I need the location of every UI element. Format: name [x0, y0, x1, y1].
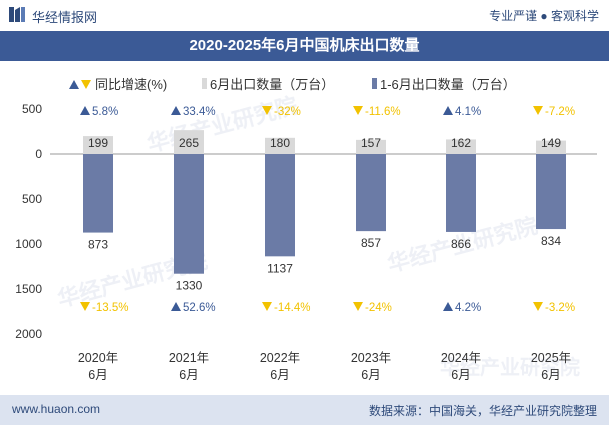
bar-june: [536, 140, 566, 154]
yoy-cumulative-label: -3.2%: [545, 302, 575, 314]
legend-june-label: 6月出口数量（万台）: [210, 77, 334, 92]
category-label-year: 2025年: [531, 351, 571, 365]
yoy-june-label: -32%: [274, 106, 301, 118]
cumulative-value-label: 1137: [267, 261, 293, 275]
category-label-month: 6月: [361, 368, 380, 382]
bar-june: [83, 136, 113, 154]
yoy-cumulative-label: 4.2%: [455, 302, 481, 314]
cumulative-value-label: 834: [541, 234, 561, 248]
bar-cumulative: [356, 154, 386, 232]
legend-yoy-label: 同比增速(%): [95, 77, 167, 92]
watermarks: 华经产业研究院 华经产业研究院 华经产业研究院 华经产业研究院: [55, 93, 580, 379]
category-label-month: 6月: [270, 368, 289, 382]
chart-title: 2020-2025年6月中国机床出口数量: [189, 37, 420, 54]
june-value-label: 180: [270, 136, 290, 150]
yoy-june-down-triangle-icon: [533, 106, 543, 115]
yoy-cumulative-up-triangle-icon: [443, 302, 453, 311]
bar-june: [265, 137, 295, 154]
yoy-cumulative-label: -24%: [365, 302, 392, 314]
legend-june-swatch: [202, 78, 207, 89]
legend-down-triangle-icon: [81, 80, 91, 89]
brand-name: 华经情报网: [32, 10, 98, 25]
yoy-june-label: -7.2%: [545, 106, 575, 118]
bar-cumulative: [536, 154, 566, 230]
category-label-year: 2023年: [351, 351, 391, 365]
bar-june: [356, 139, 386, 154]
bar-cumulative: [83, 154, 113, 233]
yoy-june-label: 33.4%: [183, 106, 216, 118]
top-bar: 华经情报网 专业严谨 ● 客观科学: [0, 0, 609, 30]
legend-up-triangle-icon: [69, 80, 79, 89]
chart-area: 同比增速(%) 6月出口数量（万台） 1-6月出口数量（万台） 华经产业研究院 …: [15, 77, 597, 382]
june-value-label: 199: [88, 136, 108, 150]
category-label-month: 6月: [451, 368, 470, 382]
yoy-cumulative-down-triangle-icon: [80, 302, 90, 311]
category-label-year: 2022年: [260, 351, 300, 365]
june-value-label: 149: [541, 136, 561, 150]
yoy-june-down-triangle-icon: [262, 106, 272, 115]
y-tick-label: 1500: [15, 282, 42, 296]
yoy-june-up-triangle-icon: [443, 106, 453, 115]
cumulative-value-label: 866: [451, 237, 471, 251]
category-label-month: 6月: [541, 368, 560, 382]
yoy-cumulative-down-triangle-icon: [533, 302, 543, 311]
footer: www.huaon.com 数据来源：中国海关，华经产业研究院整理: [0, 395, 609, 425]
bar-june: [446, 139, 476, 154]
yoy-june-label: 4.1%: [455, 106, 481, 118]
cumulative-value-label: 857: [361, 236, 381, 250]
category-label-month: 6月: [179, 368, 198, 382]
yoy-june-up-triangle-icon: [80, 106, 90, 115]
yoy-cumulative-label: -13.5%: [92, 302, 128, 314]
watermark-4: 华经产业研究院: [440, 355, 580, 379]
legend-cum-label: 1-6月出口数量（万台）: [380, 77, 516, 92]
june-value-label: 162: [451, 136, 471, 150]
bar-cumulative: [174, 154, 204, 274]
yoy-cumulative-down-triangle-icon: [262, 302, 272, 311]
yoy-cumulative-label: -14.4%: [274, 302, 310, 314]
category-label-year: 2024年: [441, 351, 481, 365]
y-tick-label: 500: [22, 102, 42, 116]
y-tick-label: 1000: [15, 237, 42, 251]
tagline: 专业严谨 ● 客观科学: [489, 9, 599, 23]
yoy-cumulative-label: 52.6%: [183, 302, 216, 314]
y-tick-label: 2000: [15, 327, 42, 341]
bar-cumulative: [265, 154, 295, 257]
legend-cum-swatch: [372, 78, 377, 89]
footer-website: www.huaon.com: [12, 402, 101, 416]
yoy-cumulative-down-triangle-icon: [353, 302, 363, 311]
bar-cumulative: [446, 154, 476, 232]
yoy-june-label: -11.6%: [365, 106, 401, 118]
category-label-year: 2020年: [78, 351, 118, 365]
june-value-label: 265: [179, 136, 199, 150]
category-label-year: 2021年: [169, 351, 209, 365]
cumulative-value-label: 1330: [176, 279, 203, 293]
title-bar: 2020-2025年6月中国机床出口数量: [0, 31, 609, 61]
yoy-june-down-triangle-icon: [353, 106, 363, 115]
cumulative-value-label: 873: [88, 238, 108, 252]
category-label-month: 6月: [88, 368, 107, 382]
yoy-cumulative-up-triangle-icon: [171, 302, 181, 311]
footer-source: 数据来源：中国海关，华经产业研究院整理: [368, 404, 597, 418]
june-value-label: 157: [361, 136, 381, 150]
yoy-june-label: 5.8%: [92, 106, 118, 118]
yoy-june-up-triangle-icon: [171, 106, 181, 115]
bar-june: [174, 130, 204, 154]
y-tick-label: 0: [35, 147, 42, 161]
y-tick-label: 500: [22, 192, 42, 206]
legend: 同比增速(%) 6月出口数量（万台） 1-6月出口数量（万台）: [69, 77, 516, 92]
huajing-logo-icon: [9, 7, 25, 22]
